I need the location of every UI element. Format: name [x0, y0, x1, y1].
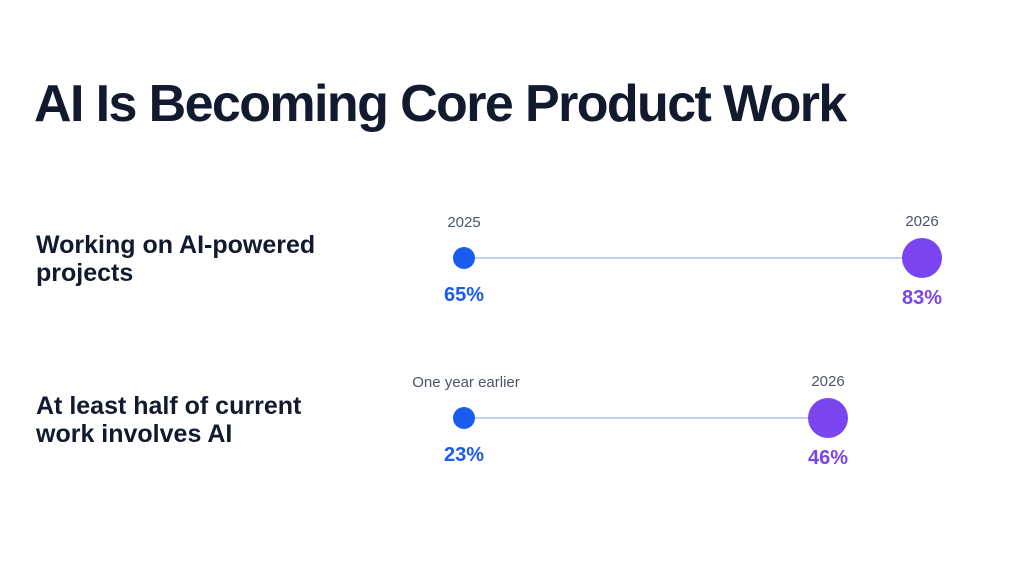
row-label-line: Working on AI-powered	[36, 231, 315, 259]
row-label-line: At least half of current	[36, 392, 302, 420]
start-value-label: 65%	[444, 284, 484, 306]
start-period-label: One year earlier	[412, 374, 520, 391]
start-point	[453, 407, 475, 429]
page-title: AI Is Becoming Core Product Work	[34, 75, 847, 133]
end-period-label: 2026	[811, 373, 844, 390]
end-point	[902, 238, 942, 278]
start-point	[453, 247, 475, 269]
start-period-label: 2025	[447, 214, 480, 231]
row-label-line: work involves AI	[35, 420, 232, 448]
start-value-label: 23%	[444, 444, 484, 466]
end-value-label: 83%	[902, 287, 942, 309]
end-period-label: 2026	[905, 213, 938, 230]
end-point	[808, 398, 848, 438]
end-value-label: 46%	[808, 447, 848, 469]
row-label-line: projects	[36, 259, 133, 287]
